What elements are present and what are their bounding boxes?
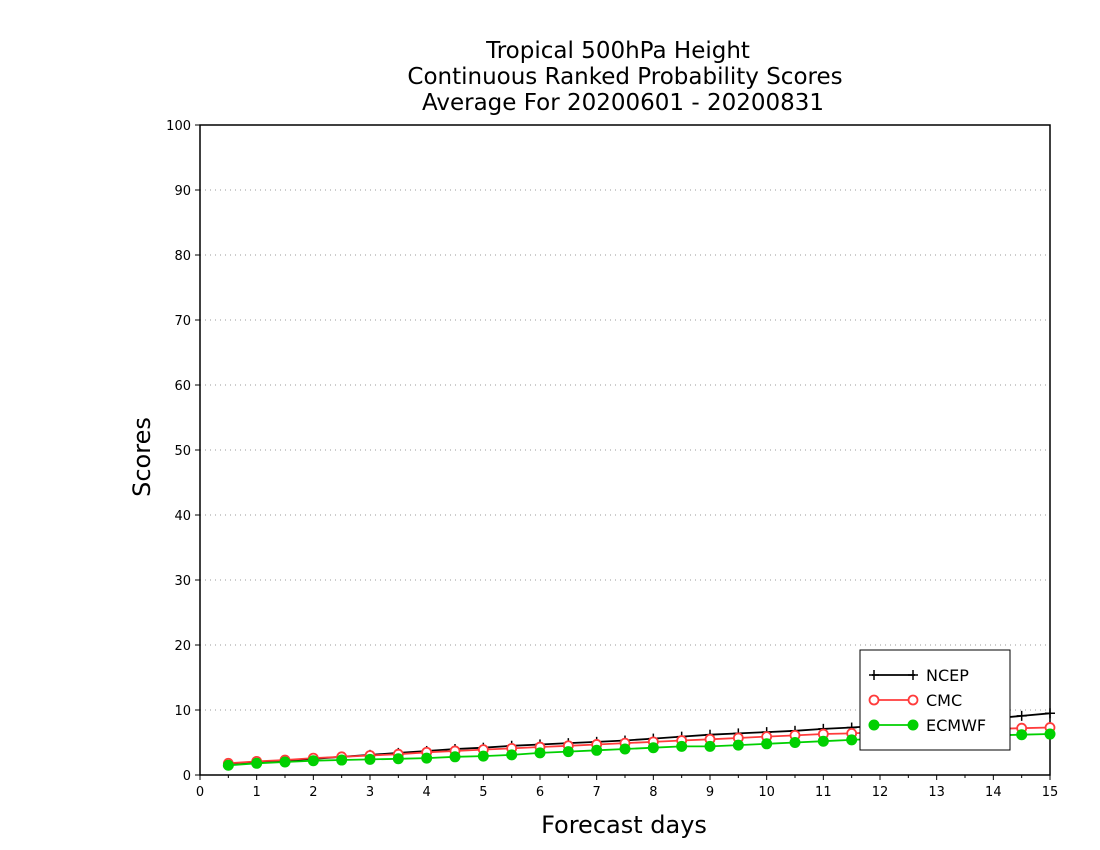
x-tick-label: 14 — [985, 785, 1002, 800]
legend-entry-ncep: NCEP — [869, 666, 969, 685]
legend-label: ECMWF — [926, 716, 986, 735]
legend-entry-ecmwf: ECMWF — [868, 716, 986, 735]
y-tick-label: 0 — [183, 769, 191, 784]
legend-marker — [907, 694, 919, 706]
data-point-ecmwf — [562, 746, 574, 758]
x-tick-label: 9 — [706, 785, 714, 800]
data-point-ecmwf — [676, 740, 688, 752]
x-tick-label: 4 — [423, 785, 431, 800]
tick-marks — [195, 124, 1051, 780]
legend-label: CMC — [926, 691, 962, 710]
y-tick-label: 50 — [174, 444, 191, 459]
y-tick-label: 70 — [174, 314, 191, 329]
y-tick-label: 30 — [174, 574, 191, 589]
data-point-ecmwf — [591, 744, 603, 756]
data-point-ecmwf — [817, 735, 829, 747]
x-tick-label: 5 — [479, 785, 487, 800]
y-tick-label: 20 — [174, 639, 191, 654]
legend-marker — [907, 719, 919, 731]
data-point-ecmwf — [619, 743, 631, 755]
data-point-ncep — [1016, 710, 1027, 721]
data-point-ecmwf — [421, 752, 433, 764]
data-point-ecmwf — [279, 756, 291, 768]
chart-title-line-1: Tropical 500hPa Height — [485, 38, 750, 64]
data-point-ecmwf — [392, 753, 404, 765]
x-tick-label: 7 — [593, 785, 601, 800]
legend-entry-cmc: CMC — [868, 691, 962, 710]
x-tick-label: 12 — [872, 785, 889, 800]
x-axis-label: Forecast days — [541, 811, 707, 839]
data-point-ecmwf — [222, 759, 234, 771]
data-point-ecmwf — [846, 734, 858, 746]
legend-marker — [908, 670, 918, 680]
y-tick-label: 100 — [166, 119, 191, 134]
x-tick-label: 15 — [1042, 785, 1059, 800]
x-tick-label: 1 — [253, 785, 261, 800]
legend-label: NCEP — [926, 666, 969, 685]
y-tick-label: 80 — [174, 249, 191, 264]
chart-title-line-3: Average For 20200601 - 20200831 — [422, 90, 824, 116]
data-point-ecmwf — [307, 755, 319, 767]
chart-title-line-2: Continuous Ranked Probability Scores — [407, 64, 842, 90]
data-point-ecmwf — [251, 757, 263, 769]
data-point-ecmwf — [647, 742, 659, 754]
x-tick-label: 11 — [815, 785, 832, 800]
x-tick-label: 6 — [536, 785, 544, 800]
data-point-ecmwf — [477, 750, 489, 762]
x-tick-labels: 0 1 2 3 4 5 6 7 8 9 10 11 12 13 14 15 — [196, 785, 1058, 800]
legend: NCEP CMC ECMWF — [859, 649, 1011, 751]
grid-lines — [200, 189, 1050, 711]
data-point-ecmwf — [449, 751, 461, 763]
y-tick-label: 10 — [174, 704, 191, 719]
legend-marker — [868, 719, 880, 731]
data-point-ecmwf — [534, 747, 546, 759]
y-tick-label: 40 — [174, 509, 191, 524]
y-tick-label: 90 — [174, 184, 191, 199]
data-point-ecmwf — [704, 740, 716, 752]
data-point-ecmwf — [789, 737, 801, 748]
y-tick-label: 60 — [174, 379, 191, 394]
data-point-ecmwf — [1044, 728, 1056, 740]
x-tick-label: 8 — [649, 785, 657, 800]
y-tick-labels: 0 10 20 30 40 50 60 70 80 90 100 — [166, 119, 191, 784]
y-axis-label: Scores — [128, 417, 156, 497]
data-point-ecmwf — [364, 753, 376, 765]
data-point-ecmwf — [1016, 729, 1028, 741]
data-point-ecmwf — [506, 749, 518, 761]
legend-marker — [868, 694, 880, 706]
data-point-ncep — [1045, 708, 1055, 719]
x-tick-label: 10 — [758, 785, 775, 800]
x-tick-label: 13 — [928, 785, 945, 800]
legend-marker — [869, 670, 879, 680]
x-tick-label: 0 — [196, 785, 204, 800]
data-point-ecmwf — [732, 739, 744, 751]
x-tick-label: 3 — [366, 785, 374, 800]
data-point-ecmwf — [336, 754, 348, 766]
x-tick-label: 2 — [309, 785, 317, 800]
data-point-ecmwf — [761, 738, 773, 750]
